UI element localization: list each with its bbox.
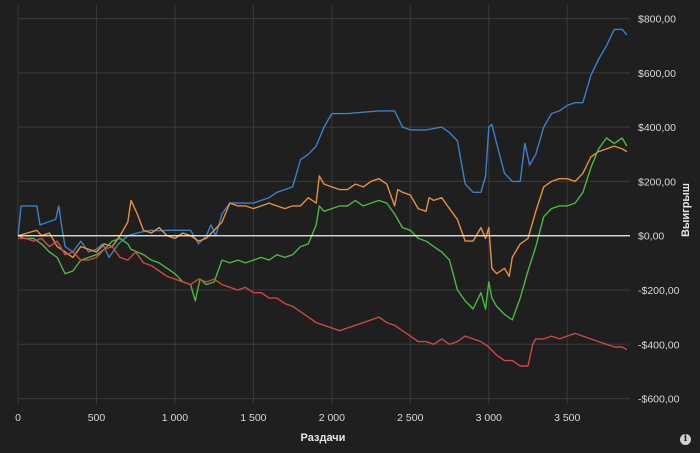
series-line-2 bbox=[17, 145, 628, 278]
x-axis-ticks: 0 500 1 000 1 500 2 000 2 500 3 000 3 500 bbox=[15, 412, 580, 424]
x-tick-label: 0 bbox=[15, 412, 21, 424]
y-tick-label: -$400,00 bbox=[638, 339, 680, 351]
x-tick-label: 2 000 bbox=[319, 412, 345, 424]
x-tick-label: 1 500 bbox=[240, 412, 266, 424]
x-tick-label: 1 000 bbox=[162, 412, 188, 424]
y-tick-label: -$600,00 bbox=[638, 394, 680, 406]
y-tick-label: -$200,00 bbox=[638, 285, 680, 297]
series-line-4 bbox=[18, 237, 628, 367]
info-icon[interactable]: i bbox=[680, 434, 691, 445]
series-lines bbox=[17, 28, 628, 367]
x-tick-label: 500 bbox=[88, 412, 106, 424]
series-line-3 bbox=[17, 137, 628, 321]
y-tick-label: $0,00 bbox=[638, 231, 664, 243]
y-tick-label: $600,00 bbox=[638, 68, 676, 80]
x-axis-title: Раздачи bbox=[301, 432, 346, 444]
y-axis-title: Выигрыш bbox=[680, 183, 692, 237]
x-tick-label: 3 500 bbox=[554, 412, 580, 424]
x-tick-label: 3 000 bbox=[476, 412, 502, 424]
x-tick-label: 2 500 bbox=[397, 412, 423, 424]
y-tick-label: $800,00 bbox=[638, 14, 676, 26]
y-tick-label: $400,00 bbox=[638, 122, 676, 134]
series-line-1 bbox=[17, 28, 628, 259]
y-axis-ticks: $800,00 $600,00 $400,00 $200,00 $0,00 -$200,0… bbox=[638, 14, 680, 406]
y-tick-label: $200,00 bbox=[638, 176, 676, 188]
